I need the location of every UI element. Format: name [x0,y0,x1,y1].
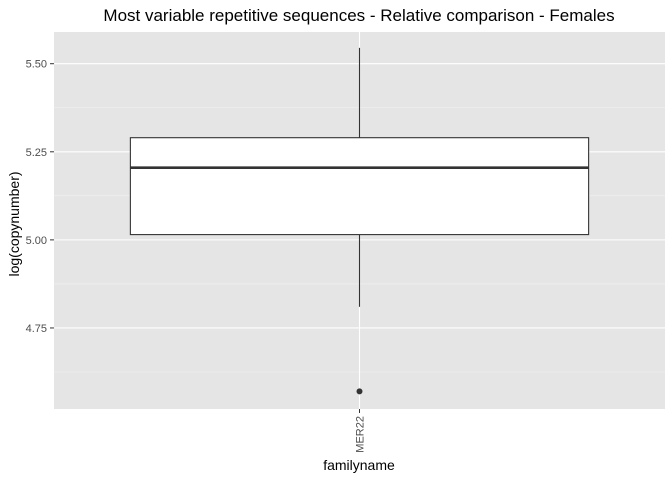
box-marks [129,47,590,395]
y-axis: 4.75 5.00 5.25 5.50 [26,59,54,335]
y-tick-label: 5.50 [26,59,47,71]
x-tick-label: MER22 [355,416,367,453]
y-tick-label: 5.00 [26,235,47,247]
y-tick-label: 4.75 [26,323,47,335]
x-axis-title: familyname [323,457,395,473]
x-axis: MER22 [355,409,367,453]
box [129,137,590,236]
y-tick-label: 5.25 [26,147,47,159]
chart-title: Most variable repetitive sequences - Rel… [103,6,614,25]
outlier-point [356,388,363,395]
y-axis-title: log(copynumber) [6,171,22,276]
